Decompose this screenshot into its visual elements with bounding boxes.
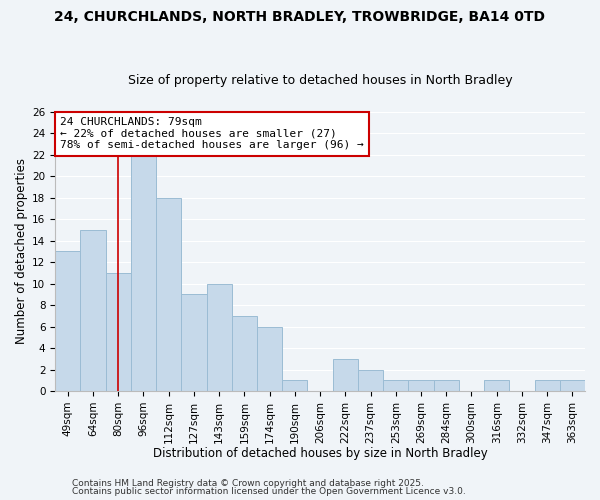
Bar	[484, 380, 509, 391]
Bar	[206, 284, 232, 391]
Text: Contains public sector information licensed under the Open Government Licence v3: Contains public sector information licen…	[72, 487, 466, 496]
Bar	[358, 370, 383, 391]
Bar	[535, 380, 560, 391]
Bar	[409, 380, 434, 391]
Bar	[282, 380, 307, 391]
Title: Size of property relative to detached houses in North Bradley: Size of property relative to detached ho…	[128, 74, 512, 87]
Text: Contains HM Land Registry data © Crown copyright and database right 2025.: Contains HM Land Registry data © Crown c…	[72, 478, 424, 488]
Bar	[332, 359, 358, 391]
Bar	[257, 326, 282, 391]
Text: 24 CHURCHLANDS: 79sqm
← 22% of detached houses are smaller (27)
78% of semi-deta: 24 CHURCHLANDS: 79sqm ← 22% of detached …	[60, 117, 364, 150]
Bar	[383, 380, 409, 391]
Bar	[232, 316, 257, 391]
Text: 24, CHURCHLANDS, NORTH BRADLEY, TROWBRIDGE, BA14 0TD: 24, CHURCHLANDS, NORTH BRADLEY, TROWBRID…	[55, 10, 545, 24]
Bar	[106, 273, 131, 391]
Bar	[181, 294, 206, 391]
Bar	[156, 198, 181, 391]
Bar	[560, 380, 585, 391]
Bar	[80, 230, 106, 391]
Bar	[55, 252, 80, 391]
X-axis label: Distribution of detached houses by size in North Bradley: Distribution of detached houses by size …	[152, 447, 487, 460]
Y-axis label: Number of detached properties: Number of detached properties	[15, 158, 28, 344]
Bar	[434, 380, 459, 391]
Bar	[131, 154, 156, 391]
